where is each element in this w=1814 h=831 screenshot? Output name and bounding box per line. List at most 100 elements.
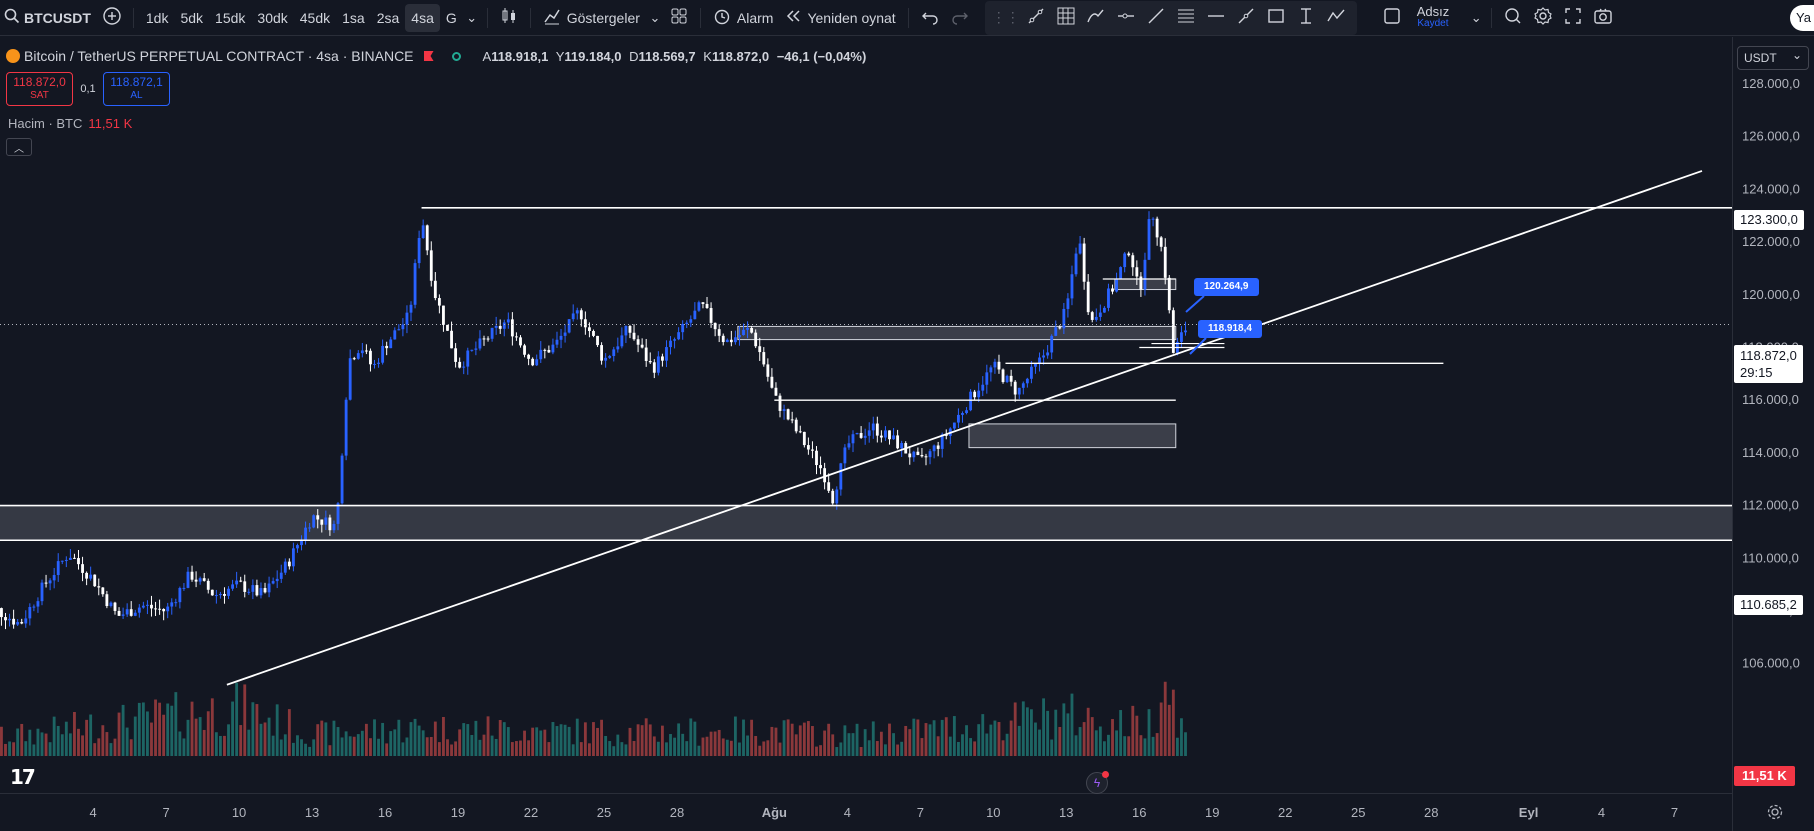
volume-bar <box>1144 738 1147 756</box>
interval-1dk[interactable]: 1dk <box>140 4 175 32</box>
tradingview-logo[interactable]: 17 <box>10 765 34 789</box>
candle-body <box>296 545 299 548</box>
interval-15dk[interactable]: 15dk <box>209 4 251 32</box>
chart-settings-button[interactable] <box>1765 802 1785 822</box>
horizontal-line-tool[interactable] <box>1201 4 1231 32</box>
candle-body <box>110 603 113 606</box>
fib-retracement-tool[interactable] <box>1171 4 1201 32</box>
trend-line[interactable] <box>227 171 1702 685</box>
candle-body <box>929 451 932 457</box>
volume-bar <box>446 739 449 756</box>
price-callout-2[interactable]: 118.918,4 <box>1198 320 1262 338</box>
candle-body <box>479 338 482 348</box>
volume-bar <box>600 720 603 756</box>
interval-45dk[interactable]: 45dk <box>294 4 336 32</box>
volume-bar <box>333 721 336 756</box>
candle-body <box>807 445 810 449</box>
path-tool[interactable] <box>1321 4 1351 32</box>
candle-body <box>620 335 623 346</box>
collapse-legend-button[interactable]: ︿ <box>6 138 32 156</box>
rectangle-zone[interactable] <box>738 326 1176 339</box>
volume-bar <box>523 731 526 756</box>
volume-bar <box>1127 736 1130 756</box>
ray-tool[interactable] <box>1141 4 1171 32</box>
time-tick-label: 10 <box>232 805 246 820</box>
rectangle-tool[interactable] <box>1261 4 1291 32</box>
candle-body <box>1115 279 1118 292</box>
replay-button[interactable]: Yeniden oynat <box>779 4 901 32</box>
fib-grid-tool[interactable] <box>1051 4 1081 32</box>
volume-bar <box>560 724 563 756</box>
candle-body <box>154 608 157 609</box>
price-chart[interactable]: 128.000,0 126.000,0 124.000,0 122.000,0 120.… <box>0 37 1814 831</box>
publish-button[interactable]: Ya <box>1790 5 1814 31</box>
volume-bar <box>543 730 546 756</box>
red-flag-icon[interactable] <box>424 51 434 61</box>
drag-handle[interactable]: ⋮⋮ <box>991 4 1021 32</box>
fullscreen-button[interactable] <box>1558 4 1588 32</box>
symbol-title[interactable]: Bitcoin / TetherUS PERPETUAL CONTRACT · … <box>24 48 414 64</box>
divider <box>133 8 134 28</box>
volume-bar <box>1168 705 1171 756</box>
candle-body <box>1075 254 1078 275</box>
candle-body <box>373 364 376 365</box>
candle-body <box>738 335 741 337</box>
volume-bar <box>758 746 761 756</box>
horizontal-ray-tool[interactable] <box>1111 4 1141 32</box>
lightning-button[interactable]: ϟ <box>1086 772 1108 794</box>
candle-body <box>977 391 980 398</box>
chart-type-button[interactable] <box>494 4 524 32</box>
indicators-button[interactable]: Göstergeler <box>537 4 646 32</box>
interval-2sa[interactable]: 2sa <box>371 4 406 32</box>
layout-dropdown[interactable]: ⌄ <box>1467 4 1485 32</box>
interval-g[interactable]: G <box>440 4 463 32</box>
interval-1sa[interactable]: 1sa <box>336 4 371 32</box>
candle-body <box>519 337 522 345</box>
interval-5dk[interactable]: 5dk <box>174 4 209 32</box>
volume-bar <box>1180 718 1183 756</box>
interval-4sa[interactable]: 4sa <box>405 4 440 32</box>
compare-add-button[interactable] <box>97 4 127 32</box>
undo-button[interactable] <box>915 4 945 32</box>
redo-button[interactable] <box>945 4 975 32</box>
templates-button[interactable] <box>664 4 694 32</box>
brush-tool[interactable] <box>1081 4 1111 32</box>
sell-button[interactable]: 118.872,0 SAT <box>6 72 73 106</box>
volume-legend[interactable]: Hacim · BTC 11,51 K <box>8 116 132 131</box>
indicators-dropdown[interactable]: ⌄ <box>646 4 664 32</box>
volume-bar <box>588 743 591 756</box>
candle-body <box>653 362 656 372</box>
currency-select[interactable]: USDT <box>1737 46 1809 70</box>
quick-search-button[interactable] <box>1498 4 1528 32</box>
candle-body <box>393 330 396 339</box>
candle-body <box>515 336 518 337</box>
text-tool[interactable] <box>1291 4 1321 32</box>
support-zone[interactable] <box>0 506 1732 541</box>
candle-body <box>1079 244 1082 254</box>
snapshot-button[interactable] <box>1588 4 1618 32</box>
gear-icon <box>1765 810 1785 825</box>
price-scale[interactable] <box>1732 37 1814 831</box>
symbol-search-button[interactable]: BTCUSDT <box>0 4 97 32</box>
candle-body <box>637 339 640 345</box>
volume-bar <box>1002 740 1005 756</box>
extended-line-tool[interactable] <box>1231 4 1261 32</box>
volume-bar <box>1111 719 1114 756</box>
bar-countdown: 29:15 <box>1740 364 1797 381</box>
trend-line-tool[interactable] <box>1021 4 1051 32</box>
volume-bar <box>406 737 409 756</box>
buy-button[interactable]: 118.872,1 AL <box>103 72 170 106</box>
volume-bar <box>998 722 1001 756</box>
save-layout-button[interactable]: Adsız Kaydet <box>1417 5 1450 29</box>
candle-body <box>357 353 360 359</box>
interval-dropdown[interactable]: ⌄ <box>463 4 481 32</box>
alarm-button[interactable]: Alarm <box>707 4 780 32</box>
rectangle-zone[interactable] <box>969 424 1176 448</box>
horizontal-line-icon <box>1206 6 1226 29</box>
interval-30dk[interactable]: 30dk <box>251 4 293 32</box>
candle-body <box>308 527 311 528</box>
candle-body <box>324 518 327 525</box>
layout-button[interactable] <box>1377 4 1407 32</box>
price-callout-1[interactable]: 120.264,9 <box>1194 278 1259 296</box>
settings-button[interactable] <box>1528 4 1558 32</box>
